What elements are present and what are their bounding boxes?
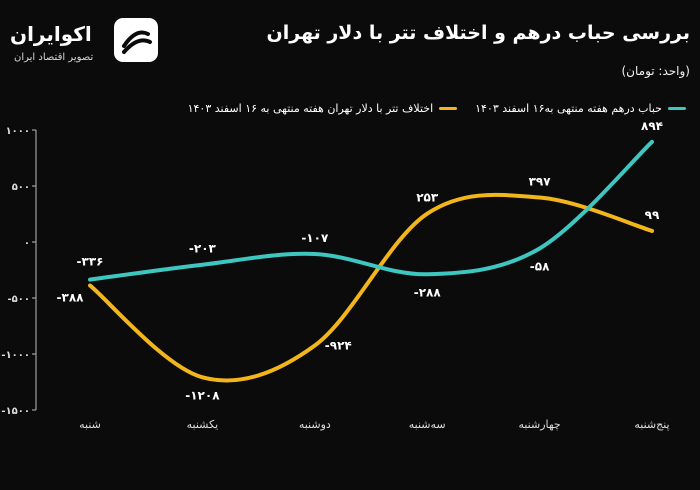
data-label-teal: -۲۰۳: [189, 242, 217, 256]
data-label-gold: ۹۹: [645, 208, 660, 222]
legend-label-gold: اختلاف تتر با دلار تهران هفته منتهی به ۱…: [187, 101, 434, 115]
y-tick-label: ۰: [24, 238, 30, 249]
y-tick-label: ۱۰۰۰: [6, 126, 30, 137]
data-label-teal: -۲۸۸: [414, 285, 442, 299]
brand-name: اکوایران: [10, 22, 92, 46]
legend-item-gold: اختلاف تتر با دلار تهران هفته منتهی به ۱…: [188, 102, 458, 115]
series-line-gold: [88, 192, 654, 383]
y-tick-label: ۵۰۰: [12, 182, 30, 193]
data-label-teal: -۳۳۶: [77, 255, 104, 269]
data-label-teal: -۵۸: [530, 259, 550, 273]
data-label-gold: ۳۹۷: [529, 175, 552, 189]
x-tick-label: یکشنبه: [187, 418, 219, 431]
data-label-gold: -۹۲۴: [325, 338, 352, 352]
data-label-gold: -۱۲۰۸: [185, 388, 220, 402]
chart-legend: حباب درهم هفته منتهی به۱۶ اسفند ۱۴۰۳ اخت…: [30, 96, 686, 120]
y-tick-label: -۱۵۰۰: [1, 406, 30, 417]
page-title: بررسی حباب درهم و اختلاف تتر با دلار تهر…: [266, 22, 690, 44]
legend-swatch-gold: [439, 106, 458, 110]
data-label-teal: ۸۹۴: [641, 119, 663, 133]
ecoiran-logo-icon: [114, 18, 158, 62]
brand-tagline: تصویر اقتصاد ایران: [14, 52, 94, 63]
data-label-gold: -۳۸۸: [57, 290, 85, 304]
legend-item-teal: حباب درهم هفته منتهی به۱۶ اسفند ۱۴۰۳: [475, 102, 686, 115]
x-tick-label: چهارشنبه: [518, 418, 560, 431]
x-tick-label: پنج‌شنبه: [634, 418, 669, 431]
unit-label: (واحد: تومان): [621, 64, 690, 78]
y-tick-label: -۵۰۰: [8, 294, 30, 305]
legend-label-teal: حباب درهم هفته منتهی به۱۶ اسفند ۱۴۰۳: [475, 101, 662, 115]
data-label-teal: -۱۰۷: [301, 231, 329, 245]
brand-logo: اکوایران تصویر اقتصاد ایران: [6, 12, 166, 66]
legend-swatch-teal: [668, 106, 686, 110]
x-tick-label: شنبه: [79, 418, 101, 431]
data-label-gold: ۲۵۳: [416, 191, 439, 205]
x-tick-label: دوشنبه: [299, 418, 331, 431]
x-tick-label: سه‌شنبه: [409, 418, 446, 431]
series-line-teal: [88, 139, 654, 282]
y-tick-label: -۱۰۰۰: [1, 350, 30, 361]
